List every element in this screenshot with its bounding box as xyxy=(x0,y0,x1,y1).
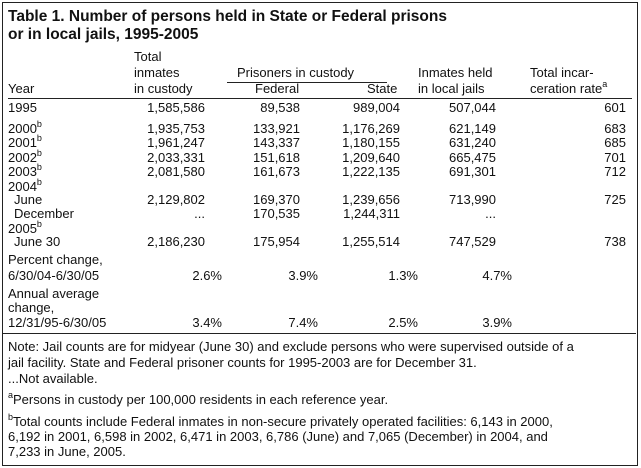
cell-rate: 725 xyxy=(604,192,626,207)
cell-rate: 738 xyxy=(604,234,626,249)
avg-federal: 7.4% xyxy=(288,315,318,330)
header-total-1: Total xyxy=(134,49,162,64)
note-na: ...Not available. xyxy=(8,371,98,386)
cell-rate: 601 xyxy=(604,100,626,115)
header-rate-2: ceration ratea xyxy=(530,79,608,97)
row-year: June xyxy=(14,192,43,207)
row-year: December xyxy=(14,206,74,221)
row-year: June 30 xyxy=(14,234,61,249)
header-federal: Federal xyxy=(255,81,300,96)
cell-state: 1,244,311 xyxy=(343,206,400,221)
note-line2: jail facility. State and Federal prisone… xyxy=(8,355,477,370)
header-total-3: in custody xyxy=(134,81,193,96)
cell-jails: ... xyxy=(485,206,496,221)
row-year: 2000b xyxy=(8,119,42,137)
header-total-2: inmates xyxy=(134,65,180,80)
cell-rate: 701 xyxy=(604,150,626,165)
cell-total: 2,033,331 xyxy=(147,150,205,165)
pct-federal: 3.9% xyxy=(288,268,318,283)
table-title-line2: or in local jails, 1995-2005 xyxy=(8,26,199,43)
cell-state: 1,255,514 xyxy=(342,234,400,249)
row-year: 2001b xyxy=(8,133,42,151)
footnote-a: aPersons in custody per 100,000 resident… xyxy=(8,390,389,408)
avg-label-1: Annual average xyxy=(8,286,100,301)
cell-jails: 507,044 xyxy=(449,100,496,115)
cell-total: 1,585,586 xyxy=(147,100,205,115)
pct-state: 1.3% xyxy=(388,268,418,283)
pct-label-1: Percent change, xyxy=(8,252,103,267)
cell-federal: 161,673 xyxy=(253,164,300,179)
avg-label-2: change, xyxy=(8,300,55,315)
cell-federal: 133,921 xyxy=(253,121,300,136)
cell-federal: 175,954 xyxy=(253,234,300,249)
header-year: Year xyxy=(8,81,35,96)
cell-federal: 89,538 xyxy=(260,100,300,115)
cell-federal: 151,618 xyxy=(253,150,300,165)
avg-state: 2.5% xyxy=(388,315,418,330)
cell-state: 1,209,640 xyxy=(342,150,400,165)
cell-state: 1,222,135 xyxy=(342,164,400,179)
pct-label-2: 6/30/04-6/30/05 xyxy=(8,268,100,283)
group-underline xyxy=(227,82,387,83)
avg-total: 3.4% xyxy=(192,315,222,330)
header-state: State xyxy=(367,81,398,96)
cell-total: 2,186,230 xyxy=(147,234,205,249)
cell-state: 1,176,269 xyxy=(342,121,400,136)
cell-rate: 712 xyxy=(604,164,626,179)
cell-federal: 143,337 xyxy=(253,135,300,150)
cell-total: 2,129,802 xyxy=(147,192,205,207)
cell-rate: 683 xyxy=(604,121,626,136)
cell-jails: 691,301 xyxy=(449,164,496,179)
cell-jails: 713,990 xyxy=(449,192,496,207)
cell-total: 1,935,753 xyxy=(147,121,205,136)
pct-total: 2.6% xyxy=(192,268,222,283)
cell-total: 2,081,580 xyxy=(147,164,205,179)
cell-jails: 621,149 xyxy=(449,121,496,136)
avg-jails: 3.9% xyxy=(482,315,512,330)
cell-total: 1,961,247 xyxy=(147,135,205,150)
cell-rate: 685 xyxy=(604,135,626,150)
avg-label-3: 12/31/95-6/30/05 xyxy=(8,315,107,330)
table-title-line1: Table 1. Number of persons held in State… xyxy=(8,8,447,25)
footnote-b-3: 7,233 in June, 2005. xyxy=(8,444,126,459)
cell-state: 1,180,155 xyxy=(342,135,400,150)
note-line1: Note: Jail counts are for midyear (June … xyxy=(8,339,574,354)
header-jails-2: in local jails xyxy=(418,81,485,96)
row-year: 1995 xyxy=(8,100,37,115)
header-jails-1: Inmates held xyxy=(418,65,493,80)
row-year: 2003b xyxy=(8,162,42,180)
row-year: 2005b xyxy=(8,219,42,237)
footnote-b-1: bTotal counts include Federal inmates in… xyxy=(8,412,553,430)
notes-rule xyxy=(2,333,636,334)
cell-jails: 747,529 xyxy=(449,234,496,249)
cell-jails: 665,475 xyxy=(449,150,496,165)
row-year: 2002b xyxy=(8,148,42,166)
row-year: 2004b xyxy=(8,177,42,195)
cell-jails: 631,240 xyxy=(449,135,496,150)
footnote-b-2: 6,192 in 2001, 6,598 in 2002, 6,471 in 2… xyxy=(8,429,548,444)
cell-total: ... xyxy=(194,206,205,221)
cell-federal: 170,535 xyxy=(253,206,300,221)
header-rule xyxy=(8,98,632,99)
cell-federal: 169,370 xyxy=(253,192,300,207)
header-prisoners-group: Prisoners in custody xyxy=(237,65,355,80)
header-rate-1: Total incar- xyxy=(530,65,594,80)
cell-state: 989,004 xyxy=(353,100,400,115)
pct-jails: 4.7% xyxy=(482,268,512,283)
cell-state: 1,239,656 xyxy=(342,192,400,207)
